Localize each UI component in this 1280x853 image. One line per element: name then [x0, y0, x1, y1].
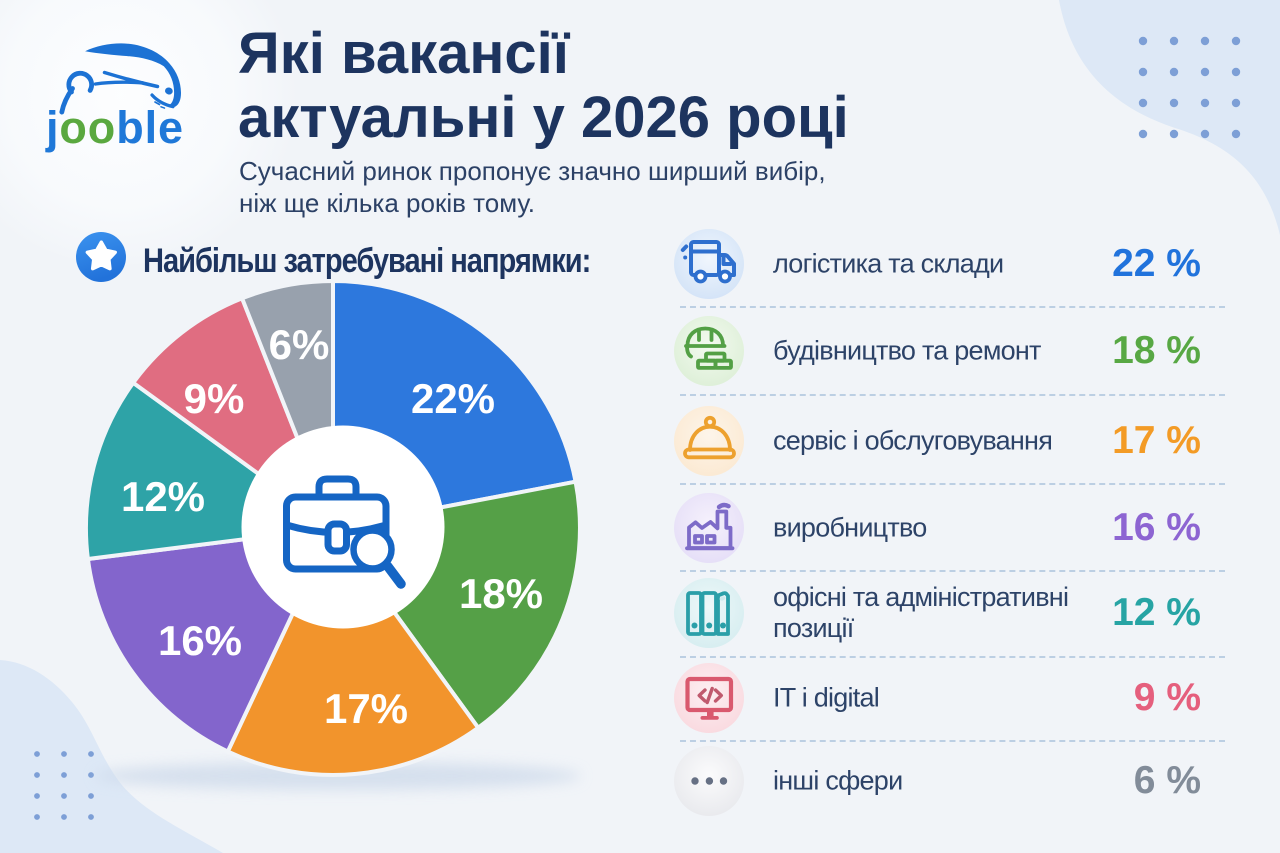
svg-text:9%: 9% — [184, 375, 245, 422]
svg-text:jooble: jooble — [45, 102, 184, 153]
svg-text:22%: 22% — [411, 375, 495, 422]
svg-text:16%: 16% — [158, 617, 242, 664]
svg-text:18%: 18% — [459, 570, 543, 617]
svg-text:6%: 6% — [269, 321, 330, 368]
svg-text:12%: 12% — [121, 473, 205, 520]
svg-text:17%: 17% — [324, 685, 408, 732]
